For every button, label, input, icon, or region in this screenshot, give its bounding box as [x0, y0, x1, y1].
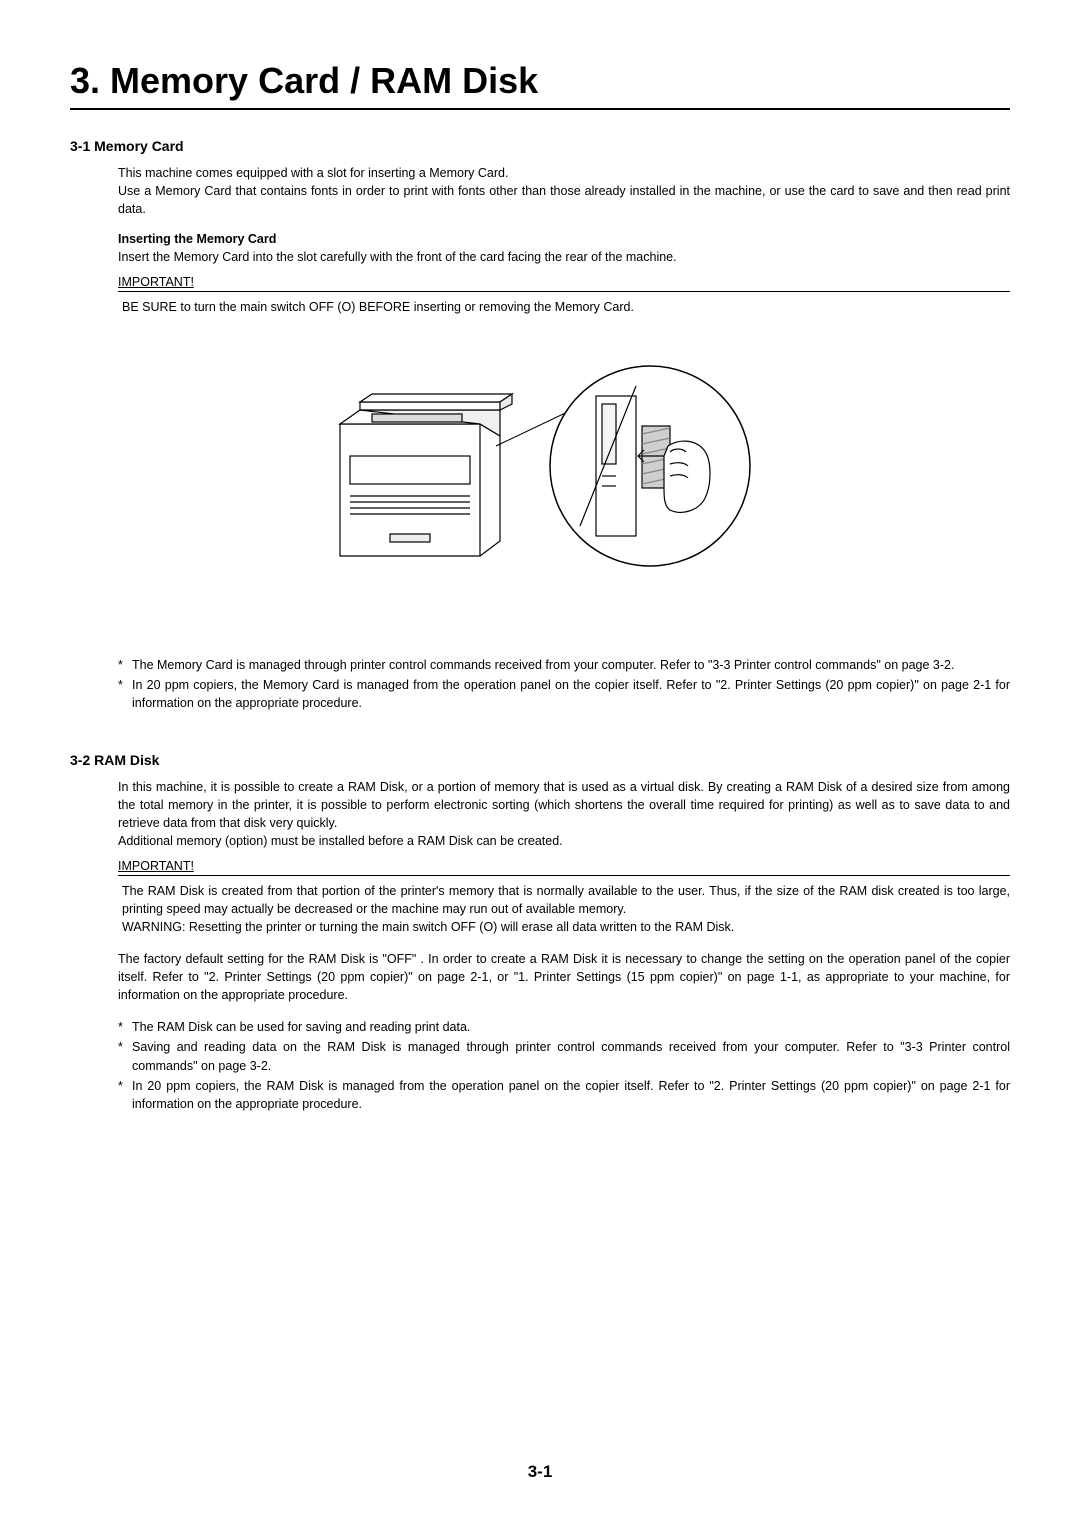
section2-bullet-1: The RAM Disk can be used for saving and … — [118, 1018, 1010, 1036]
section2-bullets: The RAM Disk can be used for saving and … — [118, 1018, 1010, 1113]
section-heading-3-2: 3-2 RAM Disk — [70, 752, 1010, 768]
section2-bullet-2: Saving and reading data on the RAM Disk … — [118, 1038, 1010, 1074]
section-heading-3-1: 3-1 Memory Card — [70, 138, 1010, 154]
section-ram-disk: 3-2 RAM Disk In this machine, it is poss… — [70, 752, 1010, 1113]
important-label-2: IMPORTANT! — [118, 859, 1010, 873]
inserting-body: Insert the Memory Card into the slot car… — [118, 248, 1010, 266]
section1-bullet-1: The Memory Card is managed through print… — [118, 656, 1010, 674]
important-body-1: BE SURE to turn the main switch OFF (O) … — [122, 298, 1010, 316]
memory-card-figure — [70, 346, 1010, 606]
section2-intro: In this machine, it is possible to creat… — [118, 778, 1010, 851]
section1-bullets: The Memory Card is managed through print… — [118, 656, 1010, 712]
important-body-2: The RAM Disk is created from that portio… — [122, 882, 1010, 936]
section2-bullet-3: In 20 ppm copiers, the RAM Disk is manag… — [118, 1077, 1010, 1113]
important-rule-2 — [118, 875, 1010, 876]
inserting-subheading: Inserting the Memory Card — [118, 232, 1010, 246]
important-rule-1 — [118, 291, 1010, 292]
chapter-title: 3. Memory Card / RAM Disk — [70, 60, 1010, 110]
important-label-1: IMPORTANT! — [118, 275, 1010, 289]
page-number: 3-1 — [0, 1462, 1080, 1482]
section-memory-card: 3-1 Memory Card This machine comes equip… — [70, 138, 1010, 712]
section1-intro: This machine comes equipped with a slot … — [118, 164, 1010, 218]
printer-insert-illustration — [320, 346, 760, 606]
section2-extra: The factory default setting for the RAM … — [118, 950, 1010, 1004]
section1-bullet-2: In 20 ppm copiers, the Memory Card is ma… — [118, 676, 1010, 712]
